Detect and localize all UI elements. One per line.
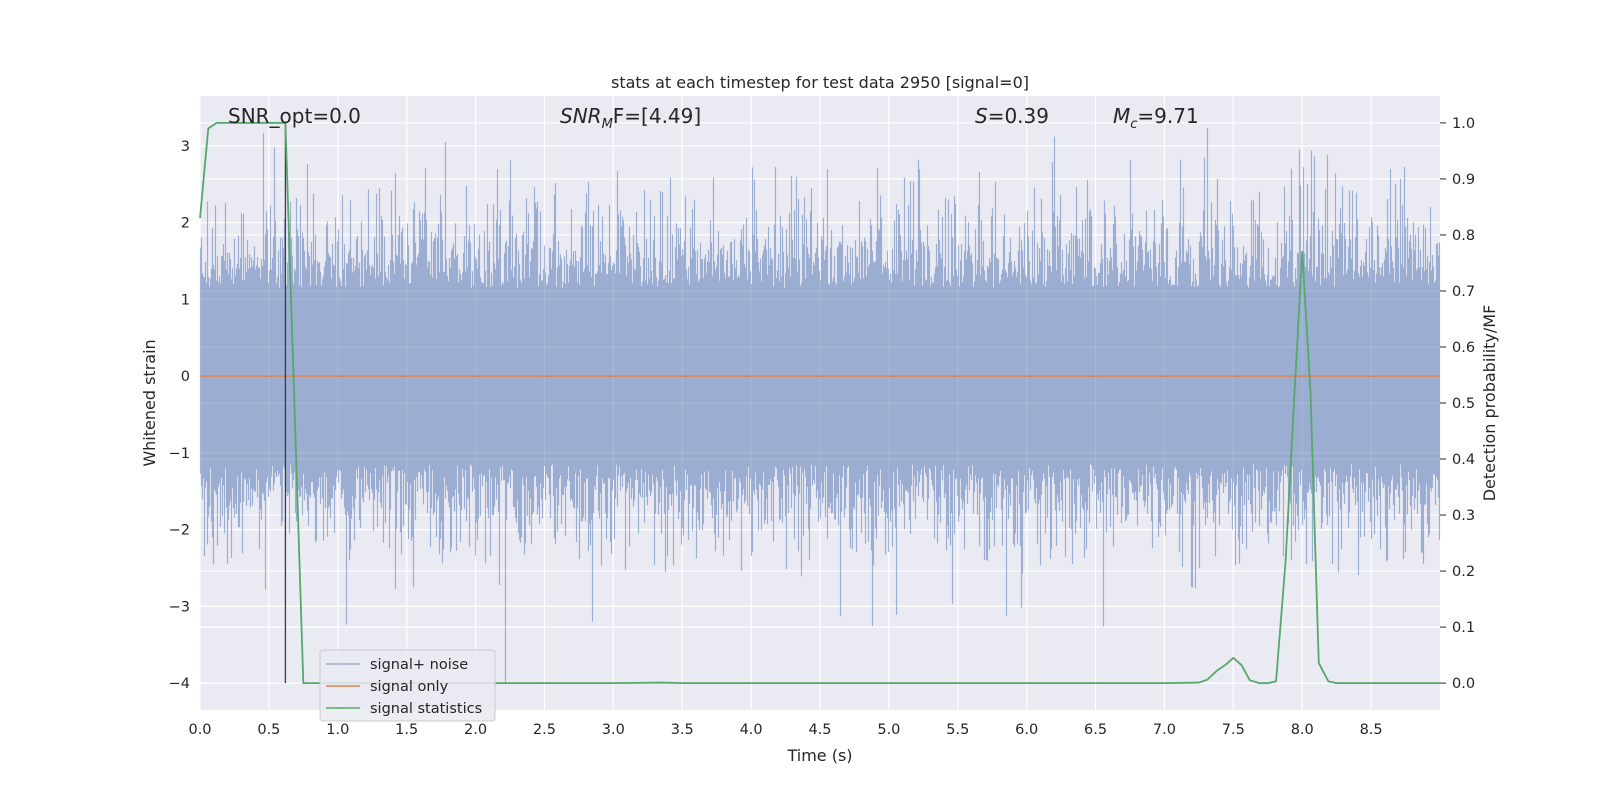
x-tick-label: 0.5 [257,722,280,738]
y-right-tick-label: 0.6 [1452,340,1475,356]
annotation-snr-opt: SNR_opt=0.0 [228,104,361,128]
y-right-axis-ticks: 0.0 0.1 0.2 0.3 0.4 0.5 0.6 0.7 0.8 0.9 1.0 [1440,116,1475,692]
y-left-tick-label: 3 [181,139,190,155]
y-right-tick-label: 0.1 [1452,620,1475,636]
y-right-axis-label: Detection probability/MF [1480,305,1499,502]
legend: signal+ noise signal only signal statist… [319,649,496,722]
annotation-mc: Mc=9.71 [1113,104,1199,132]
signal-noise-series [199,128,1441,684]
y-left-tick-label: −3 [169,599,190,615]
y-right-tick-label: 0.4 [1452,452,1475,468]
annotation-s-symbol: S [975,104,988,128]
annotation-snr-mf-base: SNR [560,104,602,128]
y-right-tick-label: 0.7 [1452,284,1475,300]
annotation-mc-value: =9.71 [1137,104,1198,128]
legend-label-signal-only: signal only [370,679,449,695]
legend-label-signal-statistics: signal statistics [370,701,482,717]
annotation-mc-sub: c [1130,117,1137,132]
x-tick-label: 2.5 [533,722,556,738]
y-left-tick-label: −2 [169,523,190,539]
y-left-tick-label: 1 [181,292,190,308]
x-tick-label: 6.0 [1015,722,1038,738]
legend-box [319,649,496,722]
x-tick-label: 1.5 [395,722,418,738]
legend-label-signal-noise: signal+ noise [370,657,468,673]
x-tick-label: 0.0 [188,722,211,738]
y-right-tick-label: 0.3 [1452,508,1475,524]
x-axis-ticks: 0.0 0.5 1.0 1.5 2.0 2.5 3.0 3.5 4.0 4.5 5.0 5.5 6.0 6… [188,722,1382,738]
x-tick-label: 6.5 [1084,722,1107,738]
annotation-s-value: =0.39 [988,104,1049,128]
annotation-mc-base: M [1113,104,1130,128]
y-right-tick-label: 0.8 [1452,228,1475,244]
x-tick-label: 8.5 [1360,722,1383,738]
signal-statistics-series [199,121,1440,685]
y-left-axis-ticks: −4 −3 −2 −1 0 1 2 3 [169,139,190,692]
x-tick-label: 4.0 [740,722,763,738]
y-right-tick-label: 0.5 [1452,396,1475,412]
y-left-tick-label: 0 [181,369,190,385]
y-left-tick-label: −4 [169,676,190,692]
y-left-tick-label: −1 [169,446,190,462]
x-tick-label: 3.5 [671,722,694,738]
y-left-tick-label: 2 [181,216,190,232]
x-tick-label: 3.0 [602,722,625,738]
y-right-tick-label: 0.2 [1452,564,1475,580]
x-tick-label: 4.5 [808,722,831,738]
x-tick-label: 5.0 [877,722,900,738]
x-tick-label: 2.0 [464,722,487,738]
x-tick-label: 1.0 [326,722,349,738]
signal-statistics-line [199,121,1440,685]
annotation-snr-mf-sub: M [602,117,613,132]
chart-title: stats at each timestep for test data 295… [611,73,1029,92]
x-tick-label: 7.0 [1153,722,1176,738]
annotation-s: S=0.39 [975,104,1049,128]
x-tick-label: 5.5 [946,722,969,738]
x-tick-label: 8.0 [1291,722,1314,738]
x-tick-label: 7.5 [1222,722,1245,738]
annotation-snr-mf: SNRMF=[4.49] [560,104,701,132]
y-right-tick-label: 1.0 [1452,116,1475,132]
annotation-snr-mf-rest: F=[4.49] [613,104,701,128]
x-axis-label: Time (s) [786,746,852,765]
y-right-tick-label: 0.9 [1452,172,1475,188]
y-right-tick-label: 0.0 [1452,676,1475,692]
y-left-axis-label: Whitened strain [140,339,159,466]
signal-noise-line [199,128,1441,684]
